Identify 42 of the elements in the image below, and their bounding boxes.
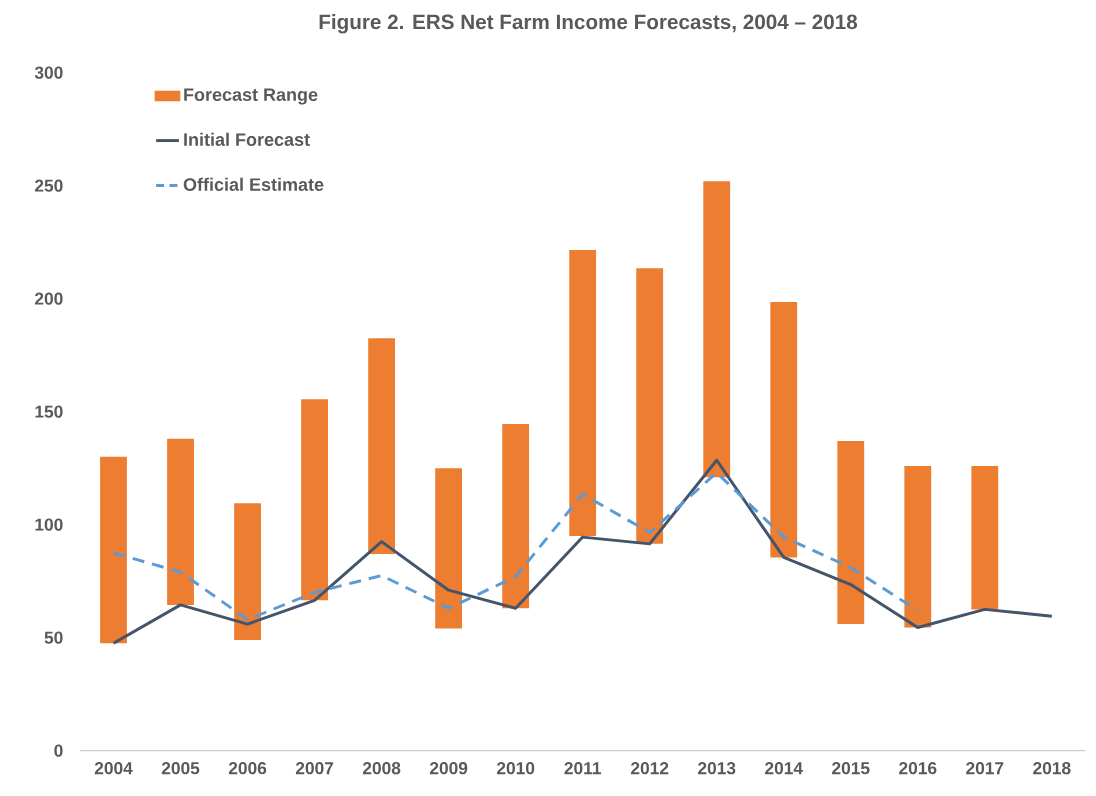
x-tick-label: 2016 <box>899 762 937 775</box>
y-tick-label: 0 <box>54 744 63 757</box>
x-tick-label: 2014 <box>765 762 803 775</box>
y-tick-label: 150 <box>35 405 63 418</box>
legend-label: Forecast Range <box>184 88 318 105</box>
x-tick-label: 2010 <box>496 762 535 775</box>
bar <box>770 302 798 558</box>
bar <box>100 456 127 644</box>
bar <box>837 441 865 625</box>
x-tick-label: 2017 <box>966 762 1004 775</box>
y-tick-label: 300 <box>34 66 63 79</box>
bar <box>502 424 530 609</box>
x-tick-label: 2009 <box>429 762 468 775</box>
x-tick-label: 2013 <box>698 762 736 775</box>
x-tick-label: 2008 <box>362 762 401 775</box>
bar <box>636 268 664 544</box>
bar <box>904 465 932 628</box>
line-series <box>112 458 1054 645</box>
x-tick-label: 2011 <box>564 762 601 775</box>
bar <box>301 399 328 601</box>
line-series <box>112 471 920 622</box>
x-tick-label: 2005 <box>161 762 200 775</box>
bar <box>167 438 194 605</box>
x-tick-label: 2015 <box>832 762 870 775</box>
legend-label: Official Estimate <box>183 177 324 191</box>
bar <box>234 503 261 640</box>
chart-title: Figure 2. ERS Net Farm Income Forecasts, 2004 – 2018 <box>319 14 858 34</box>
x-tick-label: 2012 <box>631 762 669 775</box>
y-tick-label: 250 <box>34 179 63 192</box>
x-tick-label: 2018 <box>1033 762 1071 775</box>
bar <box>368 338 396 555</box>
bar <box>971 465 999 610</box>
x-tick-label: 2007 <box>295 762 334 775</box>
y-tick-label: 200 <box>34 292 63 305</box>
x-tick-label: 2004 <box>94 762 133 775</box>
bar <box>703 181 731 478</box>
y-tick-label: 100 <box>35 518 63 531</box>
bar <box>435 468 463 629</box>
y-tick-label: 50 <box>44 631 63 644</box>
bar <box>569 250 597 536</box>
x-tick-label: 2006 <box>228 762 267 775</box>
legend-label: Initial Forecast <box>184 132 310 146</box>
